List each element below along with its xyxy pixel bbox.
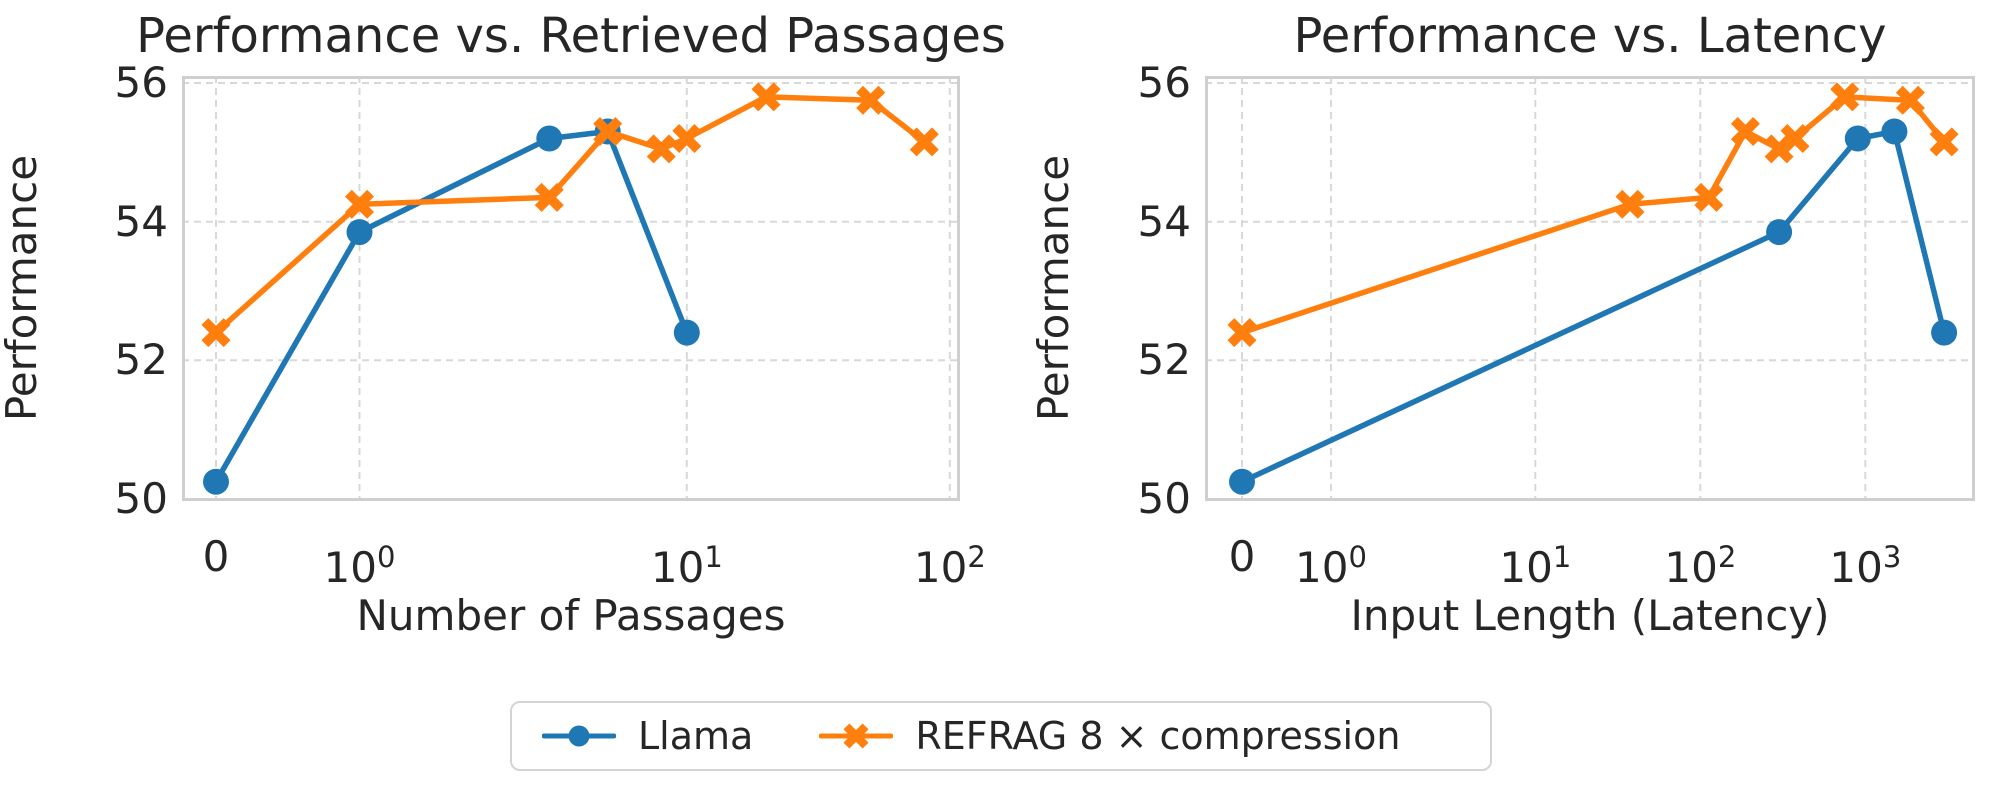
llama-data-point: [1931, 319, 1958, 346]
legend-x-marker: [843, 723, 869, 749]
refrag-data-point: [646, 134, 676, 164]
legend-item-refrag: REFRAG 8 × compression: [819, 714, 1400, 758]
refrag-data-point: [1730, 117, 1760, 146]
y-tick-label: 56: [114, 58, 168, 107]
refrag-data-point: [593, 117, 623, 146]
refrag-data-point: [909, 127, 939, 157]
refrag-data-point: [1830, 82, 1860, 112]
legend-circle-marker: [568, 725, 590, 747]
x-tick-label: 101: [1499, 540, 1572, 592]
x-tick-label: 101: [650, 540, 723, 592]
y-tick-label: 54: [114, 196, 168, 246]
llama-data-point: [536, 125, 563, 152]
chart-title: Performance vs. Retrieved Passages: [136, 8, 1006, 64]
llama-data-point: [1844, 125, 1871, 152]
x-axis-label: Number of Passages: [356, 591, 786, 640]
llama-series-line: [1239, 128, 1947, 485]
legend-item-llama: Llama: [542, 714, 753, 758]
y-tick-label: 54: [1137, 196, 1191, 246]
refrag-data-point: [345, 189, 374, 219]
x-tick-label: 0: [202, 532, 230, 581]
refrag-data-point: [856, 85, 886, 115]
llama-data-point: [1881, 118, 1908, 145]
refrag-data-point: [1780, 124, 1810, 153]
legend-item-label: REFRAG 8 × compression: [915, 714, 1401, 758]
legend: Llama REFRAG 8 × compression: [510, 701, 1492, 771]
x-tick-label: 102: [1664, 540, 1737, 592]
y-tick-label: 50: [114, 473, 168, 523]
refrag-data-point: [751, 82, 781, 112]
y-axis-label: Performance: [0, 154, 46, 422]
refrag-data-point: [1895, 85, 1925, 115]
y-tick-label: 52: [1137, 335, 1191, 385]
llama-data-point: [1766, 219, 1793, 246]
refrag-data-point: [1929, 127, 1959, 157]
x-axis-label: Input Length (Latency): [1350, 591, 1830, 640]
plot-area: [1205, 76, 1975, 501]
llama-data-point: [1229, 468, 1255, 495]
refrag-data-point: [1694, 182, 1724, 212]
y-tick-label: 56: [1137, 58, 1191, 107]
x-tick-label: 103: [1829, 540, 1902, 592]
x-tick-label: 100: [323, 540, 396, 592]
x-tick-label: 100: [1295, 540, 1367, 592]
llama-line-marker-icon: [542, 725, 616, 747]
plot-border: [1205, 76, 1975, 501]
y-tick-label: 52: [114, 335, 168, 385]
x-tick-label: 0: [1228, 532, 1256, 581]
llama-data-point: [673, 319, 700, 346]
refrag-data-point: [672, 124, 702, 153]
y-tick-label: 50: [1137, 473, 1191, 523]
refrag-line-marker-icon: [819, 723, 894, 749]
refrag-data-point: [1227, 318, 1257, 348]
chart-title: Performance vs. Latency: [1293, 8, 1887, 64]
refrag-data-point: [1615, 189, 1645, 219]
plot-area: [182, 76, 960, 501]
refrag-series-line: [1239, 94, 1947, 336]
x-tick-label: 102: [913, 540, 986, 592]
refrag-data-point: [201, 318, 231, 348]
plot-border: [182, 76, 960, 501]
y-axis-label: Performance: [1029, 154, 1078, 422]
llama-series-line: [213, 128, 690, 485]
llama-data-point: [346, 219, 373, 246]
llama-data-point: [203, 468, 229, 495]
legend-item-label: Llama: [638, 714, 754, 758]
refrag-data-point: [534, 182, 564, 212]
